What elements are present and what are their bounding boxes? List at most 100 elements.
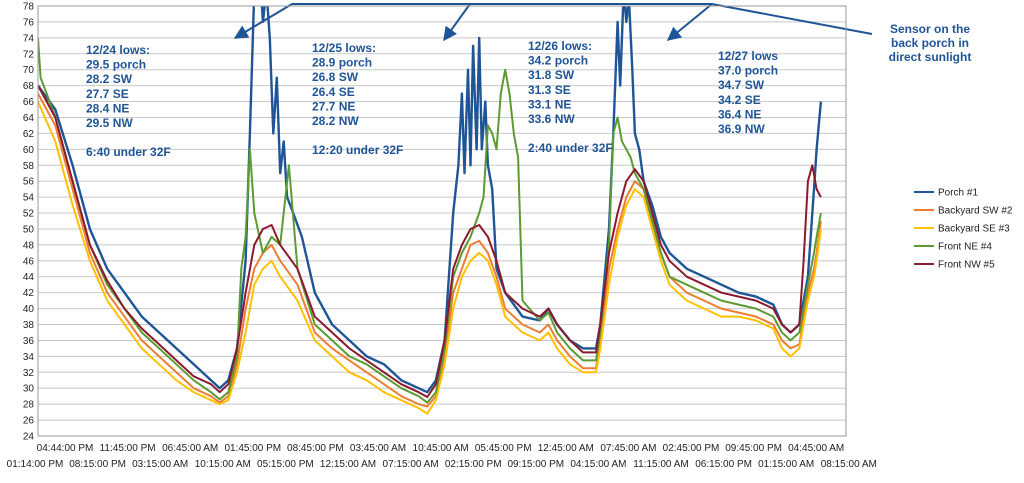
x-tick-label: 11:45:00 PM: [100, 443, 156, 454]
callout-text: Sensor on the: [890, 22, 970, 36]
y-tick-label: 34: [23, 352, 35, 363]
annotation-text: 28.9 porch: [312, 56, 372, 70]
y-tick-label: 62: [23, 129, 35, 140]
series-line-3: [38, 101, 822, 415]
x-tick-label: 01:14:00 PM: [7, 459, 64, 470]
annotation-text: 6:40 under 32F: [86, 145, 171, 159]
y-tick-label: 72: [23, 49, 35, 60]
y-tick-label: 50: [23, 224, 35, 235]
annotation-text: 27.7 SE: [86, 87, 129, 101]
annotation-text: 26.8 SW: [312, 70, 359, 84]
callout-arrow: [233, 3, 293, 39]
y-tick-label: 76: [23, 17, 35, 28]
x-tick-label: 12:45:00 AM: [538, 443, 594, 454]
x-tick-label: 02:45:00 PM: [663, 443, 720, 454]
y-tick-label: 28: [23, 400, 35, 411]
y-tick-label: 30: [23, 384, 35, 395]
y-tick-label: 36: [23, 336, 35, 347]
y-tick-label: 24: [23, 432, 35, 443]
y-tick-label: 60: [23, 145, 35, 156]
x-tick-label: 04:15:00 AM: [570, 459, 626, 470]
legend-label: Front NE #4: [938, 242, 992, 253]
annotation-text: 12/25 lows:: [312, 41, 376, 55]
x-tick-label: 08:15:00 PM: [69, 459, 126, 470]
y-tick-label: 64: [23, 113, 35, 124]
annotation-text: 27.7 NE: [312, 99, 355, 113]
y-tick-label: 68: [23, 81, 35, 92]
annotation-text: 34.2 SE: [718, 93, 761, 107]
legend-label: Front NW #5: [938, 260, 995, 271]
y-tick-label: 74: [23, 33, 35, 44]
y-tick-label: 44: [23, 272, 35, 283]
y-axis-ticks: 24 26 28 30 32 34 36 38 40 42 44 46 48 50 52 54 56 58 60 62…: [23, 2, 35, 443]
x-tick-label: 09:45:00 PM: [725, 443, 782, 454]
legend-label: Porch #1: [938, 188, 978, 199]
annotation-text: 2:40 under 32F: [528, 141, 613, 155]
x-tick-label: 11:15:00 AM: [633, 459, 688, 470]
y-tick-label: 42: [23, 288, 35, 299]
x-tick-label: 05:15:00 PM: [257, 459, 314, 470]
annotation-text: 33.1 NE: [528, 97, 571, 111]
series-line-2: [38, 93, 822, 408]
annotation-text: 12/24 lows:: [86, 43, 150, 57]
annotation-text: 29.5 porch: [86, 58, 146, 72]
x-tick-label: 03:15:00 AM: [132, 459, 188, 470]
y-tick-label: 40: [23, 304, 35, 315]
y-tick-label: 58: [23, 161, 35, 172]
annotation-text: 37.0 porch: [718, 64, 778, 78]
annotation-text: 36.4 NE: [718, 107, 761, 121]
annotation-text: 29.5 NW: [86, 116, 133, 130]
y-tick-label: 26: [23, 416, 35, 427]
x-tick-label: 10:15:00 AM: [195, 459, 251, 470]
x-tick-label: 06:15:00 PM: [695, 459, 752, 470]
callout-text: direct sunlight: [889, 50, 972, 64]
y-tick-label: 52: [23, 209, 35, 220]
x-tick-label: 05:45:00 PM: [475, 443, 532, 454]
y-tick-label: 38: [23, 320, 35, 331]
series-lines: [38, 6, 823, 415]
x-axis-ticks: 04:44:00 PM 11:45:00 PM 06:45:00 AM 01:45:0…: [7, 443, 877, 470]
series-line-4: [38, 37, 822, 404]
x-tick-label: 02:15:00 PM: [445, 459, 502, 470]
legend-label: Backyard SW #2: [938, 206, 1013, 217]
callout-text: back porch in: [891, 36, 969, 50]
annotation-text: 33.6 NW: [528, 112, 575, 126]
y-tick-label: 78: [23, 2, 35, 13]
y-tick-label: 46: [23, 256, 35, 267]
y-tick-label: 66: [23, 97, 35, 108]
x-tick-label: 09:15:00 PM: [507, 459, 564, 470]
annotation-text: 12:20 under 32F: [312, 143, 403, 157]
x-tick-label: 10:45:00 AM: [413, 443, 469, 454]
x-tick-label: 04:44:00 PM: [37, 443, 94, 454]
annotation-text: 26.4 SE: [312, 85, 355, 99]
x-tick-label: 07:15:00 AM: [383, 459, 439, 470]
y-tick-label: 48: [23, 240, 35, 251]
x-tick-label: 08:15:00 AM: [821, 459, 877, 470]
y-tick-label: 56: [23, 177, 35, 188]
plot-area-border: [37, 5, 847, 437]
x-tick-label: 08:45:00 PM: [287, 443, 344, 454]
x-tick-label: 12:15:00 AM: [320, 459, 376, 470]
legend: Porch #1 Backyard SW #2 Backyard SE #3 Fron…: [914, 188, 1013, 271]
x-tick-label: 01:45:00 PM: [224, 443, 281, 454]
legend-label: Backyard SE #3: [938, 224, 1010, 235]
annotation-text: 36.9 NW: [718, 122, 765, 136]
annotation-text: 12/27 lows: [718, 49, 778, 63]
annotation-text: 34.2 porch: [528, 54, 588, 68]
annotation-text: 28.2 NW: [312, 114, 359, 128]
x-tick-label: 04:45:00 AM: [788, 443, 844, 454]
x-tick-label: 01:15:00 AM: [758, 459, 814, 470]
annotation-text: 31.3 SE: [528, 83, 571, 97]
callout-arrow: [666, 3, 713, 41]
annotation-text: 12/26 lows:: [528, 39, 592, 53]
y-tick-label: 32: [23, 368, 35, 379]
x-tick-label: 06:45:00 AM: [162, 443, 218, 454]
callout-arrow: [443, 3, 471, 42]
series-line-5: [38, 85, 822, 398]
y-tick-label: 54: [23, 193, 35, 204]
annotation-text: 28.4 NE: [86, 101, 129, 115]
y-tick-label: 70: [23, 65, 35, 76]
